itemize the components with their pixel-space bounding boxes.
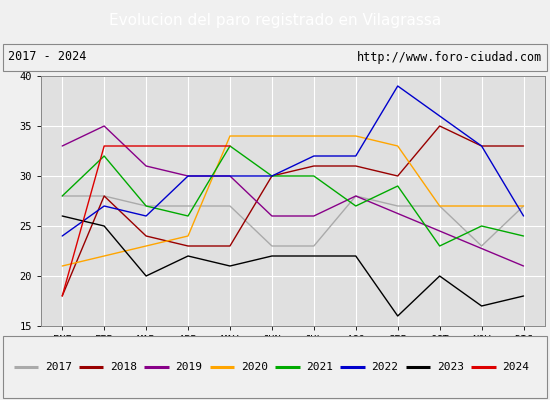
Text: 2017: 2017 [45, 362, 72, 372]
Text: 2017 - 2024: 2017 - 2024 [8, 50, 87, 64]
Text: http://www.foro-ciudad.com: http://www.foro-ciudad.com [356, 50, 542, 64]
Text: 2022: 2022 [371, 362, 398, 372]
Text: Evolucion del paro registrado en Vilagrassa: Evolucion del paro registrado en Vilagra… [109, 14, 441, 28]
Text: 2020: 2020 [241, 362, 268, 372]
Text: 2018: 2018 [110, 362, 137, 372]
Text: 2019: 2019 [175, 362, 202, 372]
Text: 2024: 2024 [502, 362, 529, 372]
Text: 2023: 2023 [437, 362, 464, 372]
Text: 2021: 2021 [306, 362, 333, 372]
